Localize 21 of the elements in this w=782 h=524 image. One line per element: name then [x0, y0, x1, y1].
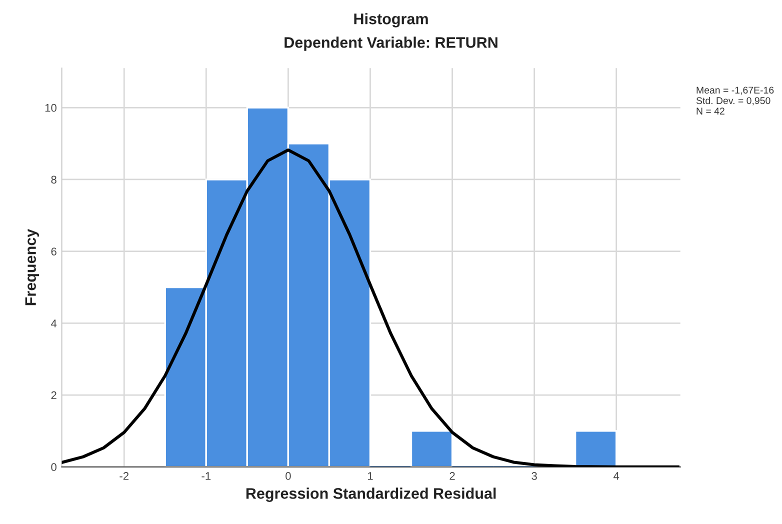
y-tick-label: 4: [50, 320, 57, 328]
y-tick-label: 2: [51, 391, 56, 400]
x-tick-label: 4: [614, 472, 620, 480]
x-tick-label: 1: [368, 472, 373, 480]
y-axis-title: Frequency: [25, 228, 40, 306]
y-tick-label: 6: [51, 248, 56, 256]
chart-subtitle: Dependent Variable: RETURN: [284, 36, 498, 51]
y-tick-label: 0: [51, 463, 56, 472]
y-tick-label: 8: [51, 176, 56, 184]
y-tick-label: 10: [45, 104, 56, 112]
text: N = 42: [696, 108, 724, 114]
x-tick-label: -2: [120, 472, 129, 480]
chart-title: Histogram: [354, 13, 428, 28]
x-tick-label: 3: [532, 472, 537, 480]
x-tick-label: 2: [450, 472, 455, 480]
text: Std. Dev. = 0,950: [696, 96, 770, 106]
x-tick-label: 0: [286, 472, 291, 480]
x-axis-title: Regression Standardized Residual: [246, 488, 496, 502]
line-series: [62, 148, 680, 467]
text: Mean = -1,67E-16: [696, 86, 774, 95]
x-tick-label: -1: [202, 472, 211, 480]
